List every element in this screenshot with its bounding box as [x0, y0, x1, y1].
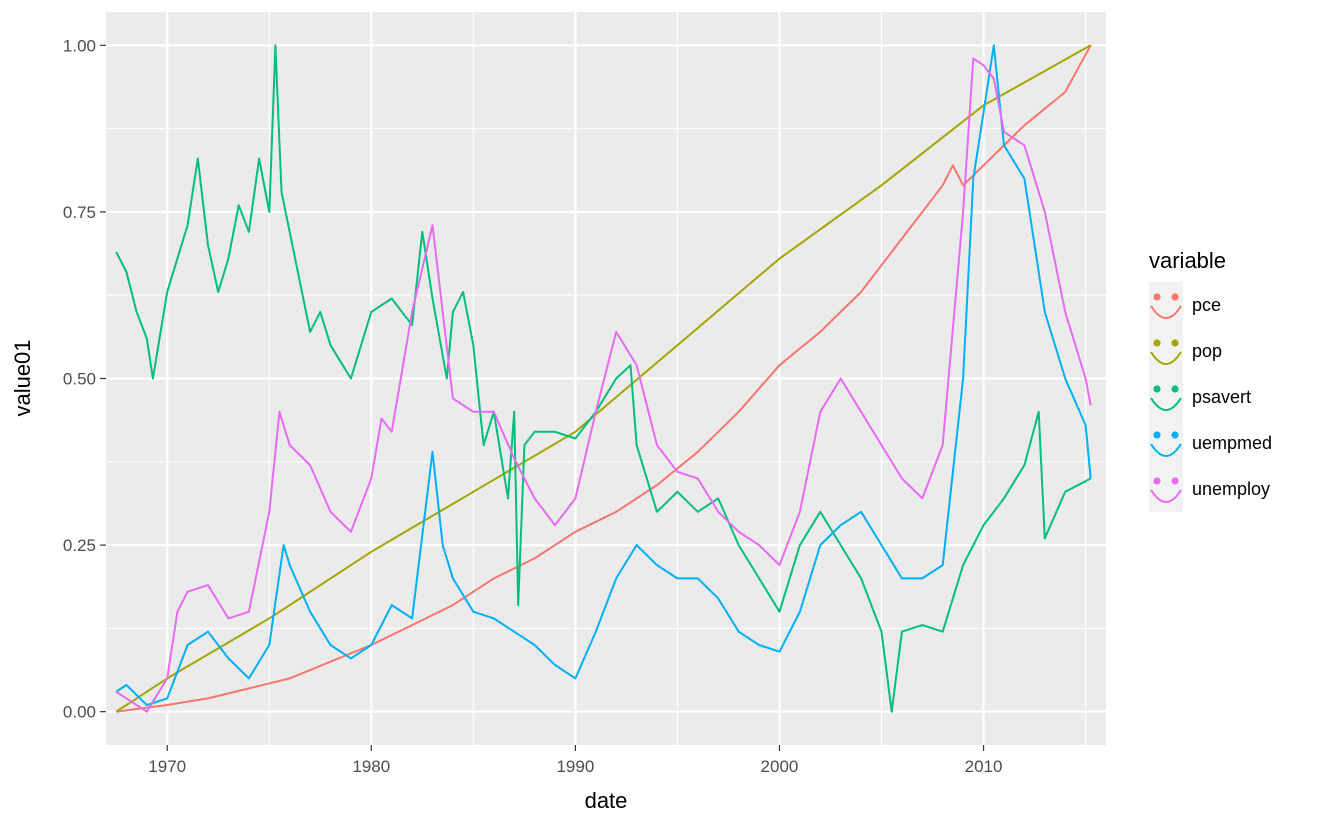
legend-key-dot [1153, 385, 1161, 393]
legend-title: variable [1149, 248, 1226, 273]
x-axis-title: date [585, 788, 628, 813]
legend-item-psavert: psavert [1149, 374, 1251, 420]
legend-key-dot [1171, 339, 1179, 347]
legend-key-line [1150, 489, 1182, 503]
series-line-uempmed [115, 44, 1092, 706]
legend-key-dot [1171, 431, 1179, 439]
legend-key-line [1150, 351, 1182, 365]
legend-label: pce [1192, 295, 1221, 315]
y-tick-label: 0.50 [63, 370, 96, 389]
legend-label: uempmed [1192, 433, 1272, 453]
legend-key-bg [1149, 420, 1183, 466]
legend: variable pce pop psavert uempmed unemploy [1149, 248, 1272, 512]
x-tick-label: 1970 [148, 757, 186, 776]
series-lines [115, 44, 1092, 713]
legend-key-line [1150, 305, 1182, 319]
legend-key-bg [1149, 466, 1183, 512]
legend-key-dot [1153, 477, 1161, 485]
legend-key-dot [1153, 431, 1161, 439]
legend-key-dot [1171, 385, 1179, 393]
legend-key-dot [1153, 293, 1161, 301]
y-axis: 0.00 0.25 0.50 0.75 1.00 [63, 36, 106, 722]
major-gridlines [106, 12, 1106, 745]
legend-key-line [1150, 443, 1182, 457]
series-line-psavert [115, 44, 1092, 713]
legend-key-dot [1171, 477, 1179, 485]
x-axis: 1970 1980 1990 2000 2010 [148, 745, 1002, 776]
y-axis-title: value01 [10, 339, 35, 416]
x-tick-label: 2010 [965, 757, 1003, 776]
series-line-unemploy [115, 57, 1092, 713]
y-tick-label: 0.75 [63, 203, 96, 222]
y-tick-label: 0.25 [63, 536, 96, 555]
legend-item-unemploy: unemploy [1149, 466, 1270, 512]
y-tick-label: 1.00 [63, 36, 96, 55]
legend-key-dot [1153, 339, 1161, 347]
legend-item-uempmed: uempmed [1149, 420, 1272, 466]
legend-items: pce pop psavert uempmed unemploy [1149, 282, 1272, 512]
legend-key-bg [1149, 374, 1183, 420]
legend-key-bg [1149, 328, 1183, 374]
legend-label: pop [1192, 341, 1222, 361]
x-tick-label: 2000 [761, 757, 799, 776]
series-line-pop [115, 44, 1092, 713]
legend-item-pce: pce [1149, 282, 1221, 328]
series-line-pce [116, 44, 1092, 713]
y-tick-label: 0.00 [63, 703, 96, 722]
legend-key-dot [1171, 293, 1179, 301]
x-tick-label: 1980 [352, 757, 390, 776]
legend-label: psavert [1192, 387, 1251, 407]
legend-item-pop: pop [1149, 328, 1222, 374]
legend-key-bg [1149, 282, 1183, 328]
legend-key-line [1150, 397, 1182, 411]
x-tick-label: 1990 [556, 757, 594, 776]
legend-label: unemploy [1192, 479, 1270, 499]
